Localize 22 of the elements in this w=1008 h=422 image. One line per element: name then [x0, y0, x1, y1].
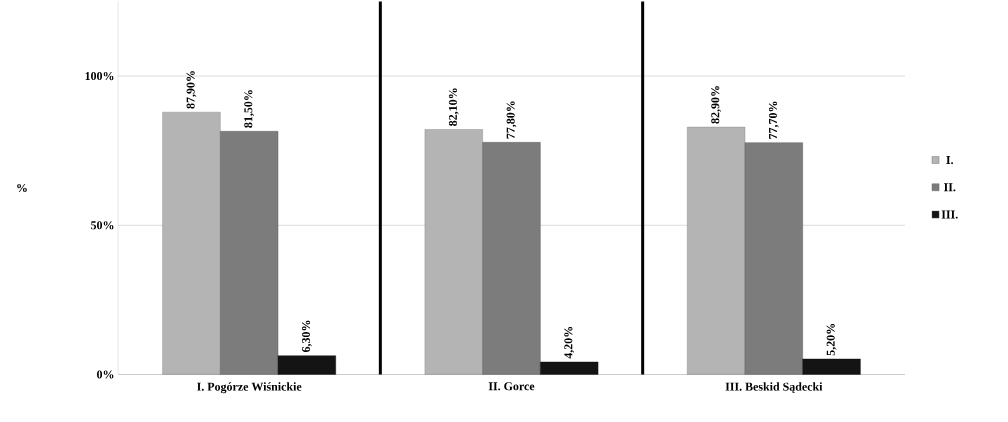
data-label: 82,10%: [448, 88, 459, 126]
y-tick-label: 100%: [85, 71, 114, 80]
data-label: 4,20%: [564, 326, 575, 359]
data-label: 87,90%: [186, 71, 197, 109]
data-label: 77,70%: [768, 101, 779, 139]
legend-label: I.: [946, 155, 954, 164]
legend-label: II.: [944, 183, 956, 192]
bar: [540, 361, 599, 375]
data-label: 82,90%: [711, 85, 722, 124]
data-label: 6,30%: [301, 320, 312, 352]
y-axis-title: %: [17, 183, 27, 192]
y-tick-label: 50%: [91, 220, 114, 230]
x-tick-label: III. Beskid Sądecki: [725, 382, 823, 393]
data-label: 81,50%: [244, 90, 255, 128]
bar: [802, 358, 861, 375]
x-tick-label: II. Gorce: [488, 382, 535, 391]
x-tick-label: I. Pogórze Wiśnickie: [197, 382, 302, 393]
data-label: 5,20%: [826, 323, 837, 356]
y-tick-label: 0%: [97, 370, 114, 379]
data-label: 77,80%: [506, 101, 517, 139]
bar: [277, 355, 336, 375]
legend-label: III.: [941, 210, 958, 219]
